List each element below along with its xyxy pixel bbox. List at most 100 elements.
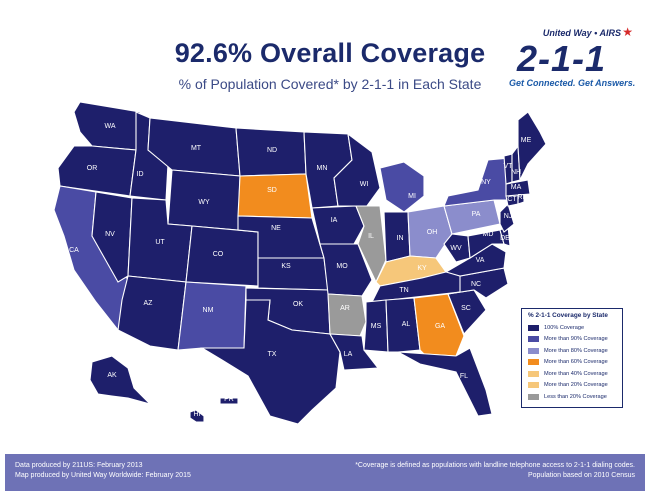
state-label-mt: MT bbox=[191, 145, 202, 152]
legend-item: 100% Coverage bbox=[528, 322, 622, 334]
legend-swatch bbox=[528, 393, 539, 400]
state-label-ak: AK bbox=[107, 372, 117, 379]
state-label-nj: NJ bbox=[504, 213, 513, 220]
state-label-nd: ND bbox=[267, 147, 277, 154]
legend-swatch bbox=[528, 324, 539, 331]
state-label-md: MD bbox=[483, 231, 494, 238]
state-label-oh: OH bbox=[427, 229, 438, 236]
state-ms bbox=[363, 299, 389, 353]
state-ma bbox=[505, 179, 531, 197]
state-label-ri: RI bbox=[518, 194, 525, 201]
state-oh bbox=[407, 205, 453, 259]
state-label-sd: SD bbox=[267, 187, 277, 194]
legend-label: More than 60% Coverage bbox=[544, 359, 608, 366]
legend: % 2-1-1 Coverage by State 100% Coverage M… bbox=[521, 308, 623, 408]
state-label-wi: WI bbox=[360, 181, 369, 188]
state-label-id: ID bbox=[137, 171, 144, 178]
state-ks bbox=[257, 257, 329, 291]
state-al bbox=[385, 297, 421, 353]
state-label-al: AL bbox=[402, 321, 411, 328]
legend-label: More than 20% Coverage bbox=[544, 382, 608, 389]
state-label-wv: WV bbox=[450, 245, 462, 252]
state-label-ks: KS bbox=[281, 263, 291, 270]
state-label-ca: CA bbox=[69, 247, 79, 254]
united-way-211-logo: United Way • AIRS ★ 2-1-1 Get Connected.… bbox=[505, 25, 636, 94]
legend-title: % 2-1-1 Coverage by State bbox=[528, 312, 608, 319]
state-label-nc: NC bbox=[471, 281, 481, 288]
state-fl bbox=[397, 347, 493, 417]
footer-population-note: Population based on 2010 Census bbox=[527, 472, 635, 479]
state-ia bbox=[311, 205, 365, 245]
state-label-ia: IA bbox=[331, 217, 338, 224]
state-nm bbox=[177, 281, 247, 351]
state-la bbox=[329, 333, 380, 371]
state-label-nh: NH bbox=[511, 169, 521, 176]
state-hi bbox=[189, 409, 205, 423]
state-label-ok: OK bbox=[293, 301, 303, 308]
state-nj bbox=[499, 202, 515, 233]
state-label-mo: MO bbox=[336, 263, 348, 270]
state-label-fl: FL bbox=[460, 373, 468, 380]
state-mi bbox=[379, 161, 425, 213]
state-label-pr: PR bbox=[224, 396, 234, 403]
legend-item: More than 90% Coverage bbox=[528, 334, 622, 346]
map-subtitle: % of Population Covered* by 2-1-1 in Eac… bbox=[178, 76, 482, 92]
state-label-in: IN bbox=[397, 235, 404, 242]
legend-swatch bbox=[528, 382, 539, 389]
footer-notes: *Coverage is defined as populations with… bbox=[355, 461, 635, 481]
state-label-sc: SC bbox=[461, 305, 471, 312]
state-label-wa: WA bbox=[104, 123, 115, 130]
legend-swatch bbox=[528, 370, 539, 377]
legend-item: More than 80% Coverage bbox=[528, 345, 622, 357]
legend-swatch bbox=[528, 359, 539, 366]
state-label-ma: MA bbox=[511, 184, 522, 191]
state-label-ut: UT bbox=[155, 239, 165, 246]
state-label-az: AZ bbox=[144, 300, 154, 307]
state-label-ct: CT bbox=[507, 196, 517, 203]
state-label-nv: NV bbox=[105, 231, 115, 238]
footer-credits: Data produced by 211US: February 2013 Ma… bbox=[15, 461, 191, 481]
state-label-wy: WY bbox=[198, 199, 210, 206]
state-label-nm: NM bbox=[203, 307, 214, 314]
state-label-or: OR bbox=[87, 165, 98, 172]
legend-item: More than 20% Coverage bbox=[528, 380, 622, 392]
legend-label: Less than 20% Coverage bbox=[544, 393, 607, 400]
state-label-pa: PA bbox=[472, 211, 481, 218]
state-label-ar: AR bbox=[340, 305, 350, 312]
state-label-co: CO bbox=[213, 251, 224, 258]
state-pr bbox=[219, 397, 239, 405]
footer: Data produced by 211US: February 2013 Ma… bbox=[5, 454, 645, 491]
state-label-ny: NY bbox=[481, 179, 491, 186]
state-label-ky: KY bbox=[417, 265, 427, 272]
footer-coverage-note: *Coverage is defined as populations with… bbox=[355, 462, 635, 469]
legend-label: More than 80% Coverage bbox=[544, 347, 608, 354]
state-az bbox=[117, 275, 187, 351]
state-nv bbox=[91, 191, 133, 283]
state-ak bbox=[89, 355, 152, 406]
logo-tagline: Get Connected. Get Answers. bbox=[509, 78, 636, 88]
state-md bbox=[467, 229, 505, 259]
state-label-tn: TN bbox=[399, 287, 408, 294]
legend-label: 100% Coverage bbox=[544, 324, 585, 331]
state-label-de: DE bbox=[500, 235, 510, 242]
state-ny bbox=[443, 157, 513, 207]
state-label-me: ME bbox=[521, 137, 532, 144]
state-label-vt: VT bbox=[504, 163, 514, 170]
state-label-va: VA bbox=[476, 257, 485, 264]
legend-label: More than 40% Coverage bbox=[544, 370, 608, 377]
legend-swatch bbox=[528, 336, 539, 343]
legend-label: More than 90% Coverage bbox=[544, 336, 608, 343]
state-label-mi: MI bbox=[408, 193, 416, 200]
legend-item: Less than 20% Coverage bbox=[528, 391, 622, 403]
state-sd bbox=[237, 173, 313, 219]
state-label-la: LA bbox=[344, 351, 353, 358]
legend-swatch bbox=[528, 347, 539, 354]
state-label-ga: GA bbox=[435, 323, 445, 330]
star-icon: ★ bbox=[622, 25, 633, 39]
footer-data-credit: Data produced by 211US: February 2013 bbox=[15, 462, 143, 469]
state-label-mn: MN bbox=[317, 165, 328, 172]
state-ar bbox=[327, 293, 367, 337]
legend-item: More than 60% Coverage bbox=[528, 357, 622, 369]
footer-map-credit: Map produced by United Way Worldwide: Fe… bbox=[15, 472, 191, 479]
